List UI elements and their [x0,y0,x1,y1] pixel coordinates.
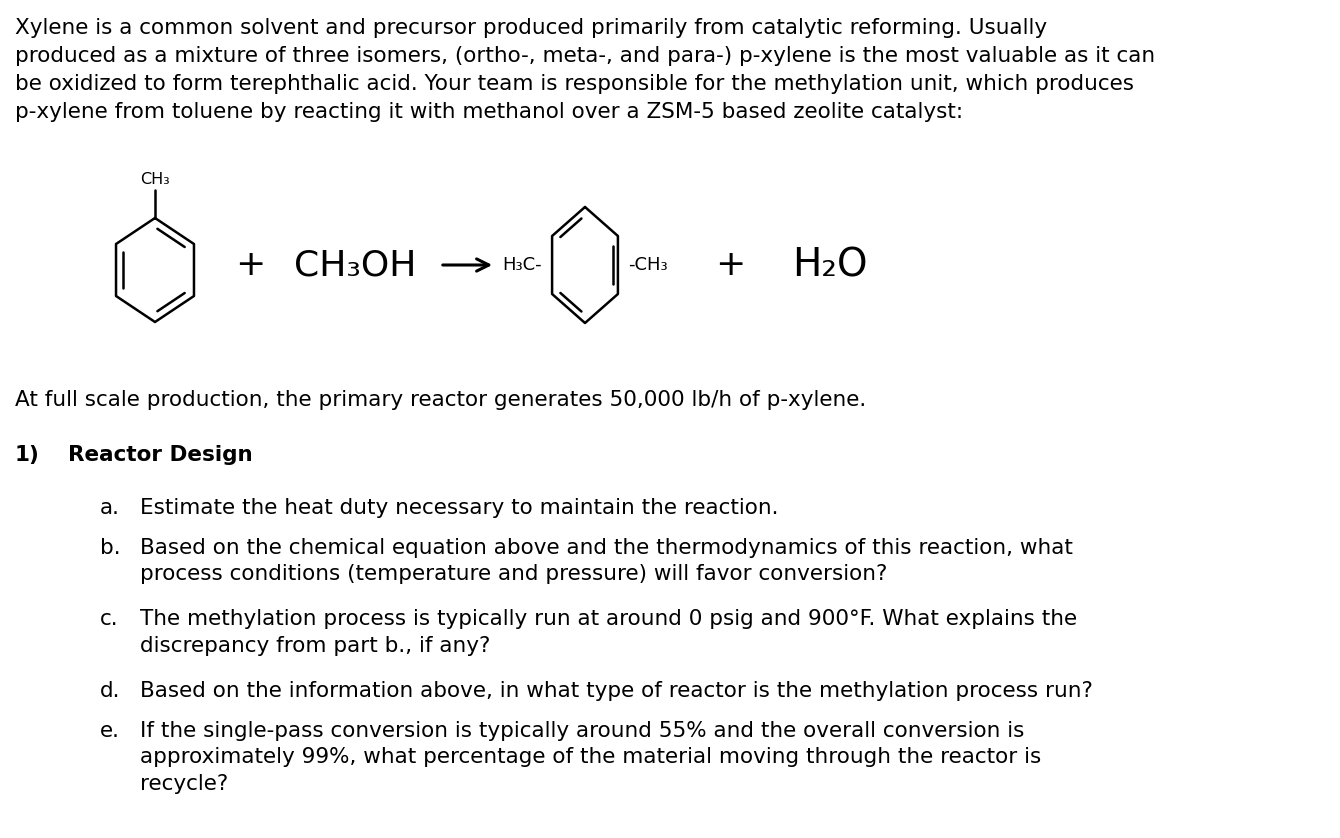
Text: The methylation process is typically run at around 0 psig and 900°F. What explai: The methylation process is typically run… [139,609,1077,629]
Text: d.: d. [100,680,121,701]
Text: be oxidized to form terephthalic acid. Your team is responsible for the methylat: be oxidized to form terephthalic acid. Y… [15,74,1134,94]
Text: +: + [714,248,745,282]
Text: e.: e. [100,721,121,741]
Text: At full scale production, the primary reactor generates 50,000 lb/h of p-xylene.: At full scale production, the primary re… [15,390,866,410]
Text: p-xylene from toluene by reacting it with methanol over a ZSM-5 based zeolite ca: p-xylene from toluene by reacting it wit… [15,102,963,122]
Text: If the single-pass conversion is typically around 55% and the overall conversion: If the single-pass conversion is typical… [139,721,1024,741]
Text: Based on the chemical equation above and the thermodynamics of this reaction, wh: Based on the chemical equation above and… [139,538,1073,558]
Text: Estimate the heat duty necessary to maintain the reaction.: Estimate the heat duty necessary to main… [139,498,779,518]
Text: CH₃OH: CH₃OH [293,248,417,282]
Text: produced as a mixture of three isomers, (ortho-, meta-, and para-) p-xylene is t: produced as a mixture of three isomers, … [15,46,1155,66]
Text: discrepancy from part b., if any?: discrepancy from part b., if any? [139,636,490,656]
Text: +: + [234,248,265,282]
Text: H₃C-: H₃C- [502,256,541,274]
Text: Reactor Design: Reactor Design [68,445,253,465]
Text: H₂O: H₂O [792,246,868,284]
Text: a.: a. [100,498,121,518]
Text: CH₃: CH₃ [141,172,170,187]
Text: c.: c. [100,609,119,629]
Text: b.: b. [100,538,121,558]
Text: 1): 1) [15,445,40,465]
Text: recycle?: recycle? [139,773,228,794]
Text: approximately 99%, what percentage of the material moving through the reactor is: approximately 99%, what percentage of th… [139,747,1041,767]
Text: -CH₃: -CH₃ [628,256,667,274]
Text: Based on the information above, in what type of reactor is the methylation proce: Based on the information above, in what … [139,680,1093,701]
Text: process conditions (temperature and pressure) will favor conversion?: process conditions (temperature and pres… [139,564,887,584]
Text: Xylene is a common solvent and precursor produced primarily from catalytic refor: Xylene is a common solvent and precursor… [15,18,1047,38]
